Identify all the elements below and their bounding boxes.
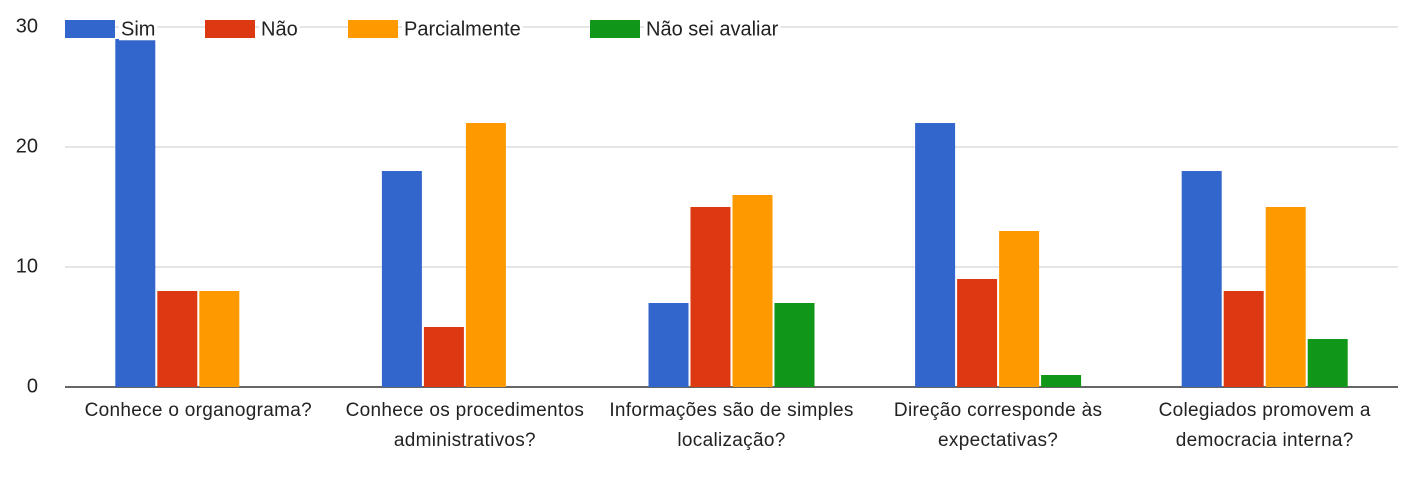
y-tick-label: 0 bbox=[27, 375, 38, 397]
y-tick-label: 30 bbox=[16, 15, 38, 37]
legend-swatch bbox=[65, 20, 115, 38]
bar bbox=[381, 171, 422, 387]
bar bbox=[423, 327, 464, 387]
bar bbox=[999, 231, 1040, 387]
bar bbox=[915, 123, 956, 387]
bar bbox=[157, 291, 198, 387]
legend-bg bbox=[402, 18, 523, 41]
legend-swatch bbox=[348, 20, 398, 38]
bar bbox=[115, 39, 156, 387]
y-tick-label: 10 bbox=[16, 255, 38, 277]
x-tick-label: Informações são de simples localização? bbox=[609, 400, 854, 451]
legend-bg bbox=[259, 18, 300, 41]
bar bbox=[465, 123, 506, 387]
x-tick-label: Conhece o organograma? bbox=[84, 400, 312, 421]
legend-label: Parcialmente bbox=[404, 18, 521, 40]
x-tick-label: Direção corresponde às expectativas? bbox=[893, 400, 1103, 451]
legend-swatch bbox=[205, 20, 255, 38]
legend-label: Não sei avaliar bbox=[646, 18, 779, 40]
legend-swatch bbox=[590, 20, 640, 38]
bar bbox=[648, 303, 689, 387]
bar bbox=[1041, 375, 1082, 387]
bar bbox=[1265, 207, 1306, 387]
bar bbox=[732, 195, 773, 387]
bar bbox=[957, 279, 998, 387]
y-tick-label: 20 bbox=[16, 135, 38, 157]
bar bbox=[774, 303, 815, 387]
legend-label: Sim bbox=[121, 18, 155, 40]
bar bbox=[1307, 339, 1348, 387]
legend-bg bbox=[119, 18, 158, 41]
bar bbox=[1223, 291, 1264, 387]
legend-bg bbox=[644, 18, 781, 41]
legend-label: Não bbox=[261, 18, 298, 40]
bar bbox=[1181, 171, 1222, 387]
x-tick-label: Conhece os procedimentos administrativos… bbox=[345, 400, 585, 451]
x-tick-label: Colegiados promovem a democracia interna… bbox=[1158, 400, 1371, 451]
bar bbox=[199, 291, 240, 387]
bar bbox=[690, 207, 731, 387]
